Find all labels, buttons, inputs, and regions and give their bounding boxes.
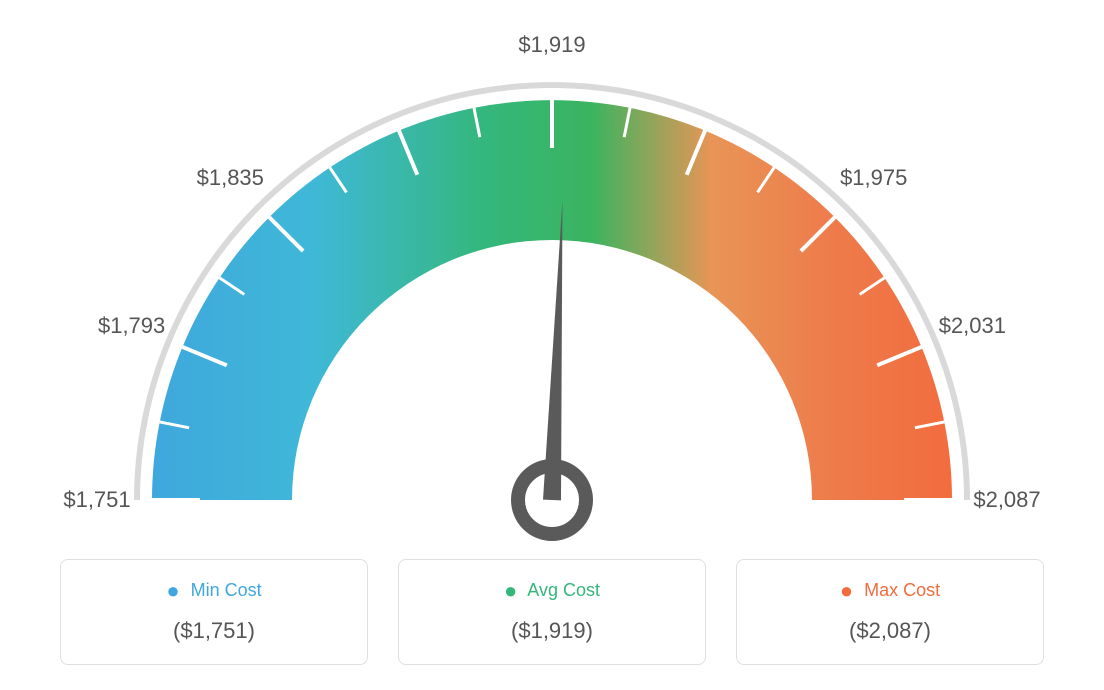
gauge-tick-label: $1,835 <box>197 165 264 191</box>
min-cost-value: ($1,751) <box>71 618 357 644</box>
summary-cards-row: ● Min Cost ($1,751) ● Avg Cost ($1,919) … <box>60 559 1044 665</box>
avg-cost-card: ● Avg Cost ($1,919) <box>398 559 706 665</box>
max-dot-icon: ● <box>840 578 853 603</box>
avg-cost-title: ● Avg Cost <box>409 578 695 604</box>
min-cost-title: ● Min Cost <box>71 578 357 604</box>
max-cost-label: Max Cost <box>864 580 940 600</box>
min-cost-card: ● Min Cost ($1,751) <box>60 559 368 665</box>
gauge-tick-label: $1,919 <box>518 32 585 58</box>
max-cost-value: ($2,087) <box>747 618 1033 644</box>
gauge-svg <box>0 0 1104 560</box>
gauge-tick-label: $1,975 <box>840 165 907 191</box>
gauge-tick-label: $2,087 <box>973 487 1040 513</box>
min-cost-label: Min Cost <box>191 580 262 600</box>
gauge-tick-label: $1,751 <box>63 487 130 513</box>
min-dot-icon: ● <box>166 578 179 603</box>
avg-cost-label: Avg Cost <box>527 580 600 600</box>
max-cost-title: ● Max Cost <box>747 578 1033 604</box>
avg-dot-icon: ● <box>504 578 517 603</box>
gauge-chart: $1,751 $1,793 $1,835 $1,919 $1,975 $2,031 $2,0… <box>0 0 1104 560</box>
gauge-tick-label: $2,031 <box>939 313 1006 339</box>
gauge-tick-label: $1,793 <box>98 313 165 339</box>
avg-cost-value: ($1,919) <box>409 618 695 644</box>
max-cost-card: ● Max Cost ($2,087) <box>736 559 1044 665</box>
